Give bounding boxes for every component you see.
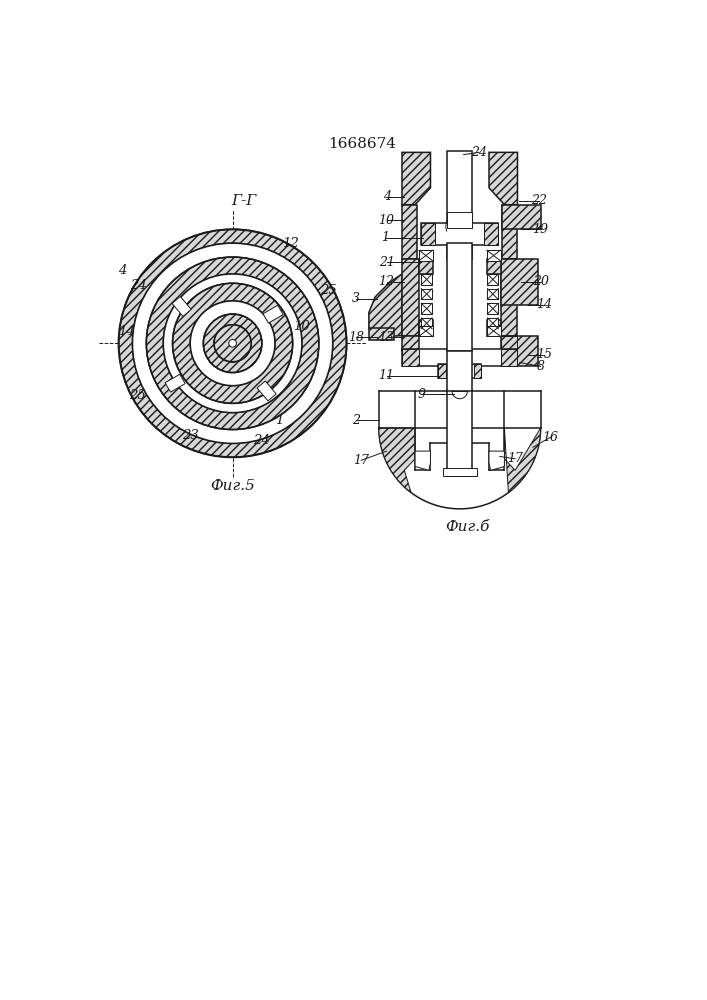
Bar	[501, 336, 537, 366]
Bar	[448, 212, 472, 228]
Bar	[438, 364, 481, 378]
Text: 2: 2	[352, 414, 360, 427]
Text: 14: 14	[118, 325, 135, 338]
Bar	[419, 259, 433, 274]
Polygon shape	[402, 152, 431, 205]
Bar	[487, 318, 498, 329]
Bar	[448, 351, 472, 391]
Bar	[419, 250, 433, 261]
Bar	[501, 259, 518, 336]
Text: 13: 13	[378, 331, 395, 344]
Bar	[448, 245, 472, 259]
Wedge shape	[173, 283, 293, 403]
Text: 17: 17	[507, 452, 523, 465]
Polygon shape	[415, 451, 431, 470]
Bar	[165, 374, 185, 392]
Bar	[402, 349, 419, 366]
Bar	[419, 326, 433, 336]
Bar	[419, 320, 433, 336]
Text: 3: 3	[352, 292, 360, 305]
Bar	[369, 328, 394, 340]
Text: 10: 10	[378, 214, 395, 227]
Text: 23: 23	[182, 429, 199, 442]
Text: 14: 14	[537, 298, 552, 311]
Polygon shape	[504, 428, 541, 493]
Bar	[421, 318, 432, 329]
Wedge shape	[204, 314, 262, 373]
Circle shape	[163, 274, 302, 413]
Bar	[486, 320, 501, 336]
Bar	[487, 274, 498, 285]
Polygon shape	[379, 428, 541, 509]
Bar	[484, 223, 498, 245]
Circle shape	[190, 301, 275, 386]
Text: 25: 25	[320, 284, 337, 297]
Text: 1668674: 1668674	[328, 137, 396, 151]
Text: 12: 12	[282, 237, 299, 250]
Text: 16: 16	[542, 431, 559, 444]
Bar	[486, 326, 501, 336]
Bar	[443, 468, 477, 476]
Polygon shape	[489, 451, 504, 470]
Bar	[486, 259, 501, 274]
Bar	[474, 364, 481, 378]
Text: 19: 19	[532, 223, 549, 236]
Text: 18: 18	[348, 331, 364, 344]
Text: 1: 1	[274, 414, 283, 427]
Bar	[421, 289, 432, 299]
Text: 24: 24	[254, 434, 270, 447]
Bar	[448, 243, 472, 351]
Text: 15: 15	[537, 348, 552, 361]
Text: 9: 9	[417, 388, 425, 401]
Text: Фиг.5: Фиг.5	[210, 479, 255, 493]
Bar	[448, 389, 472, 476]
Text: 24: 24	[130, 279, 147, 292]
Text: 22: 22	[531, 194, 547, 207]
Bar	[487, 289, 498, 299]
Text: 20: 20	[532, 275, 549, 288]
Bar	[402, 259, 419, 336]
Text: 4: 4	[382, 190, 390, 204]
Circle shape	[229, 339, 236, 347]
Bar	[501, 349, 518, 366]
Polygon shape	[489, 152, 518, 205]
Polygon shape	[402, 336, 419, 351]
Text: 1: 1	[381, 231, 389, 244]
Bar	[421, 303, 432, 314]
Bar	[402, 349, 518, 366]
Bar	[421, 223, 498, 245]
Polygon shape	[379, 428, 415, 493]
Text: 11: 11	[378, 369, 395, 382]
Polygon shape	[369, 274, 402, 337]
Circle shape	[214, 325, 251, 362]
Text: 8: 8	[537, 360, 544, 373]
Text: 4: 4	[118, 264, 127, 277]
Bar	[502, 205, 541, 229]
Text: Фиг.б: Фиг.б	[445, 520, 490, 534]
Bar	[487, 303, 498, 314]
Text: 24: 24	[471, 146, 487, 159]
Bar	[501, 259, 537, 305]
Bar	[438, 364, 446, 378]
Bar	[421, 274, 432, 285]
Circle shape	[132, 243, 333, 443]
Text: 10: 10	[293, 320, 310, 333]
Bar	[486, 250, 501, 261]
Text: 12: 12	[378, 275, 395, 288]
Bar	[402, 205, 417, 259]
Bar	[421, 223, 435, 245]
Text: 17: 17	[354, 454, 369, 467]
Text: Г-Г: Г-Г	[231, 194, 257, 208]
Wedge shape	[119, 229, 346, 457]
Wedge shape	[146, 257, 319, 430]
Text: 25: 25	[129, 389, 146, 402]
Bar	[172, 296, 191, 316]
Bar	[448, 151, 472, 228]
Bar	[257, 381, 276, 401]
Text: 21: 21	[378, 256, 395, 269]
Bar	[502, 205, 518, 259]
Bar	[263, 305, 283, 323]
Bar	[501, 336, 518, 351]
